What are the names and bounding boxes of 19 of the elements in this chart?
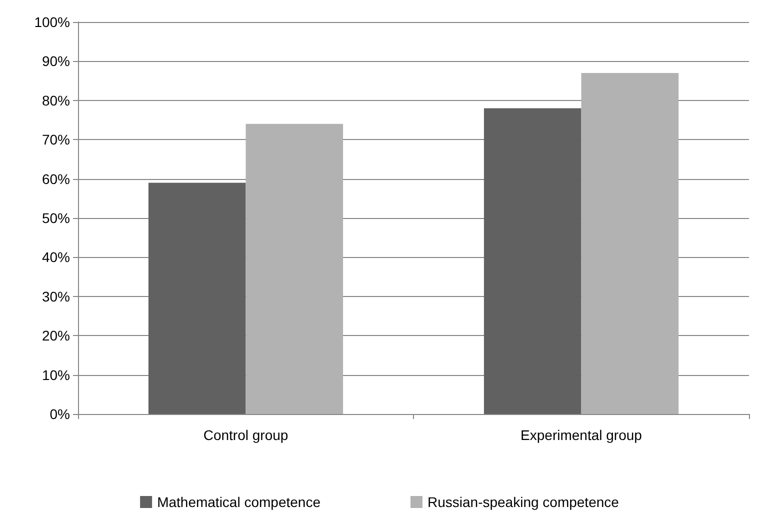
bar: [484, 108, 582, 414]
y-tick-label: 30%: [42, 288, 70, 304]
x-tick-label: Control group: [203, 427, 288, 443]
x-tick-label: Experimental group: [520, 427, 642, 443]
bar: [581, 72, 679, 414]
y-tick-label: 50%: [42, 210, 70, 226]
y-tick-label: 0%: [50, 406, 70, 422]
y-tick-label: 90%: [42, 53, 70, 70]
bar: [246, 124, 344, 414]
y-tick-label: 10%: [42, 366, 70, 383]
y-tick-label: 80%: [42, 92, 70, 108]
y-tick-label: 100%: [34, 14, 70, 30]
y-tick-label: 60%: [42, 170, 70, 187]
legend-label: Russian-speaking competence: [427, 494, 620, 510]
y-tick-label: 40%: [42, 249, 70, 266]
y-tick-label: 20%: [42, 328, 70, 344]
y-tick-label: 70%: [42, 132, 70, 148]
bar: [148, 182, 246, 414]
legend-label: Mathematical competence: [157, 494, 321, 510]
